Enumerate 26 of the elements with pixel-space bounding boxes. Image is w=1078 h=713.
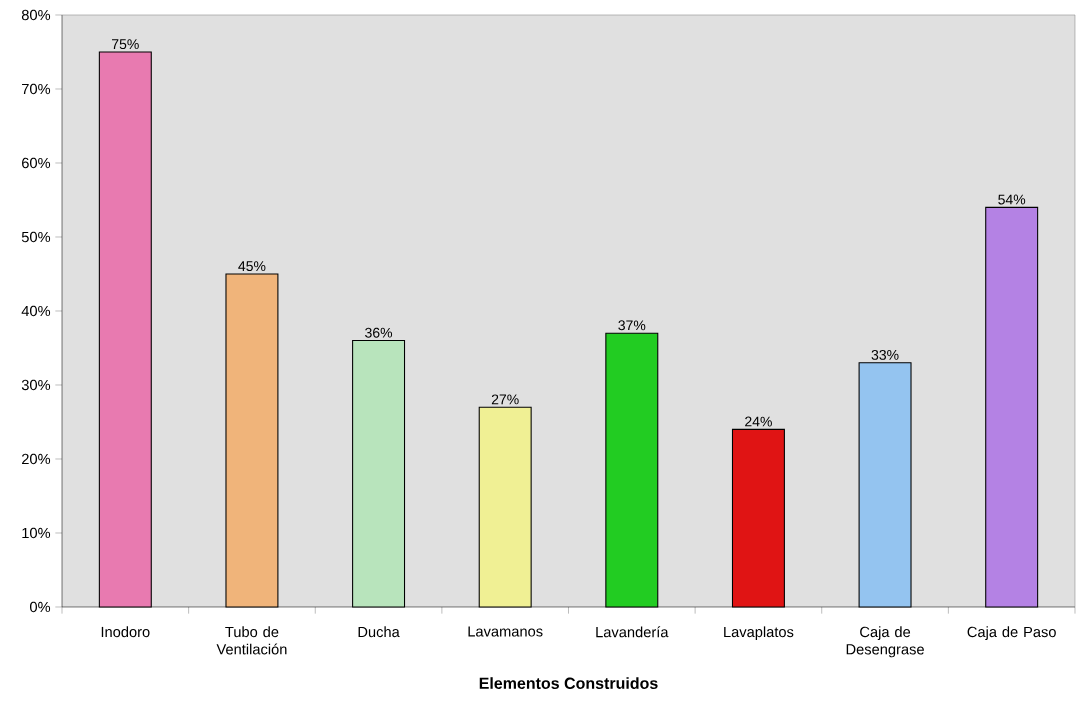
data-label: 27% [491,394,519,405]
x-tick-label: Ducha [358,626,400,638]
x-tick-label: Lavandería [596,626,669,638]
x-tick-label: Caja de Desengrase [846,626,924,658]
y-tick-label: 50% [21,231,51,243]
x-tick-label: Lavamanos [468,626,543,637]
y-tick-label: 10% [22,527,51,539]
x-tick-label: Inodoro [101,626,150,638]
y-tick-label: 40% [21,305,51,317]
data-label: 36% [365,327,393,338]
data-label: 24% [745,416,772,427]
y-tick-label: 30% [21,379,51,391]
data-label: 37% [618,320,646,331]
data-label: 45% [238,261,266,272]
x-tick-label: Lavaplatos [724,626,794,641]
y-tick-label: 0% [30,601,51,613]
y-tick-label: 70% [22,83,51,95]
data-label: 54% [998,194,1026,205]
x-tick-label: Caja de Paso [967,626,1056,641]
y-tick-label: 20% [22,453,51,465]
data-label: 75% [112,39,139,50]
x-axis-title: Elementos Construidos [479,677,658,689]
y-tick-label: 60% [22,157,51,169]
x-tick-label: Tubo de Ventilación [216,626,287,655]
data-label: 33% [871,349,899,360]
y-tick-label: 80% [21,9,51,21]
